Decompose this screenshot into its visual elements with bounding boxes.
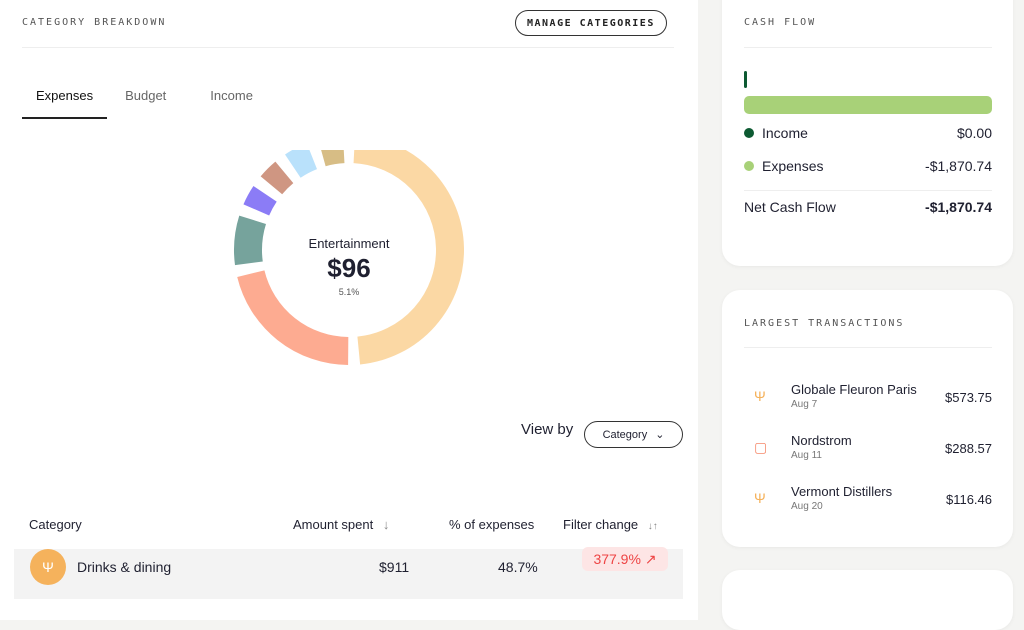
divider [744,190,992,191]
tab-expenses[interactable]: Expenses [22,80,108,119]
transaction-item[interactable]: Ψ Globale Fleuron Paris Aug 7 $573.75 [754,382,992,410]
table-row[interactable]: Ψ Drinks & dining $911 48.7% 377.9% ↗ [14,547,683,599]
tab-budget[interactable]: Budget [125,88,167,103]
sort-down-icon: ↓ [382,517,390,532]
income-bar [744,71,747,88]
donut-segment-0[interactable] [353,150,464,365]
largest-transactions-card: LARGEST TRANSACTIONS Ψ Globale Fleuron Pa… [722,290,1013,547]
category-breakdown-panel: CATEGORY BREAKDOWN MANAGE CATEGORIES Exp… [0,0,698,620]
arrow-up-right-icon: ↗ [644,551,657,567]
expenses-dot [744,161,754,171]
manage-categories-button[interactable]: MANAGE CATEGORIES [515,10,667,36]
net-cash-flow: Net Cash Flow -$1,870.74 [744,199,992,215]
donut-chart [234,150,464,365]
income-dot [744,128,754,138]
donut-segment-6[interactable] [321,150,345,167]
selected-percent: 5.1% [338,287,360,297]
donut-segment-1[interactable] [237,269,349,365]
legend-expenses: Expenses -$1,870.74 [744,158,992,174]
cash-flow-card: CASH FLOW Income $0.00 Expenses -$1,870.74… [722,0,1013,266]
amount: $911 [379,559,410,575]
expenses-bar [744,96,992,114]
divider [744,347,992,348]
next-card [722,570,1013,630]
sort-icon: ↓↑ [647,521,658,532]
transaction-item[interactable]: ▢ Nordstrom Aug 11 $288.57 [754,433,992,461]
tabs: Expenses Budget Income [22,80,267,119]
view-by-label: View by [521,421,574,438]
donut-segment-4[interactable] [260,161,294,195]
selected-amount: $96 [327,253,371,283]
panel-title: CATEGORY BREAKDOWN [22,17,167,28]
selected-category: Entertainment [308,236,390,251]
card-title: LARGEST TRANSACTIONS [744,318,905,329]
fork-knife-icon: Ψ [754,388,766,404]
category-name: Drinks & dining [77,559,172,575]
header-change[interactable]: Filter change ↓↑ [563,517,658,532]
fork-knife-icon: Ψ [30,549,66,585]
view-by-select[interactable]: Category ⌄ [584,421,683,448]
header-category[interactable]: Category [29,517,82,532]
divider [744,47,992,48]
percent: 48.7% [498,559,538,575]
divider [22,47,674,48]
shopping-bag-icon: ▢ [754,439,768,455]
donut-segment-2[interactable] [234,215,267,266]
tab-income[interactable]: Income [210,88,253,103]
change-badge: 377.9% ↗ [582,547,668,571]
fork-knife-icon: Ψ [754,490,766,506]
donut-segment-5[interactable] [285,150,318,178]
view-by-value: Category [602,428,648,441]
card-title: CASH FLOW [744,17,817,28]
donut-center: Entertainment $96 5.1% [279,236,419,297]
header-percent[interactable]: % of expenses [449,517,535,532]
chevron-down-icon: ⌄ [655,429,665,441]
transaction-item[interactable]: Ψ Vermont Distillers Aug 20 $116.46 [754,484,992,512]
header-amount[interactable]: Amount spent ↓ [293,517,390,532]
donut-segment-3[interactable] [243,186,277,216]
legend-income: Income $0.00 [744,125,992,141]
